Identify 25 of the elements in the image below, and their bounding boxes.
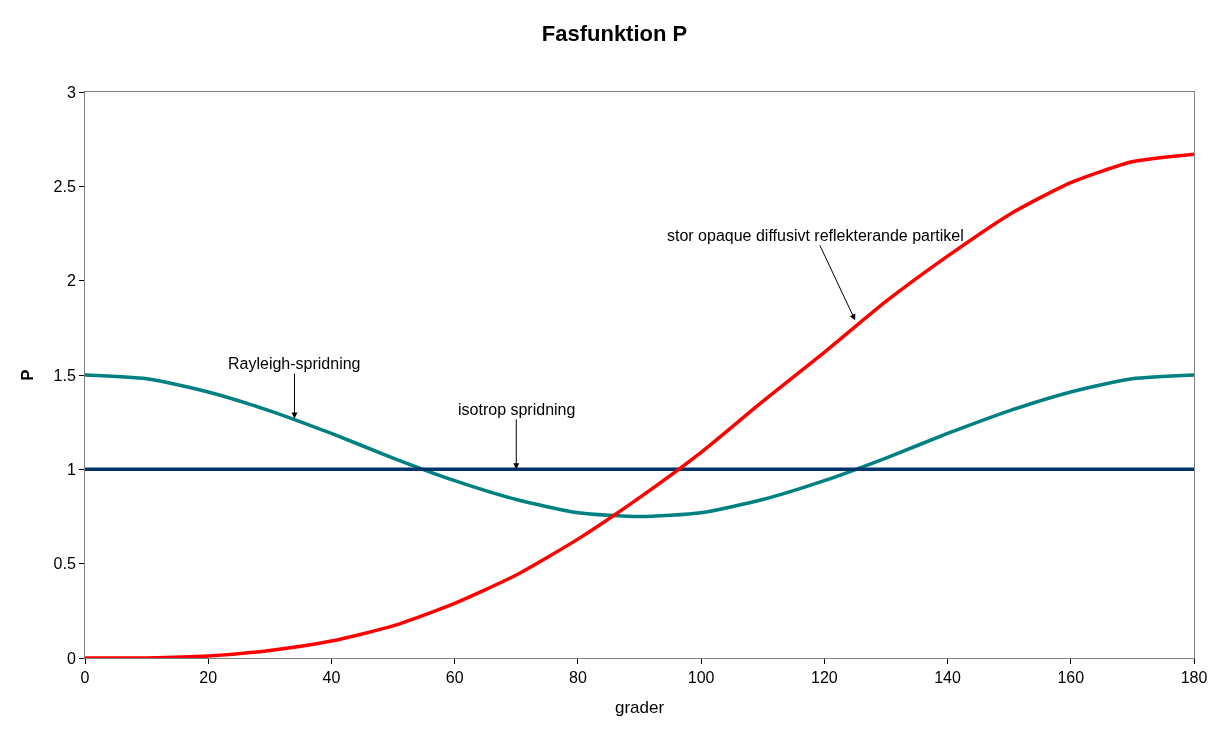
y-tick-label: 3	[66, 83, 76, 101]
chart-title: Fasfunktion P	[541, 21, 688, 47]
line-series	[85, 152, 1194, 658]
x-tick-label: 140	[934, 669, 962, 687]
y-tick-label: 0.5	[53, 555, 76, 573]
x-tick-label: 180	[1180, 669, 1208, 687]
y-axis-title: P	[18, 369, 38, 381]
y-tick-label: 2	[66, 272, 76, 290]
x-tick-label: 60	[445, 669, 464, 687]
y-tick-label: 2.5	[53, 177, 76, 195]
x-tick-label: 0	[80, 669, 90, 687]
y-tick-label: 1.5	[53, 366, 76, 384]
x-tick-label: 80	[568, 669, 587, 687]
y-tick-label: 0	[66, 649, 76, 667]
annotation: Rayleigh-spridning	[228, 355, 361, 372]
annotation: isotrop spridning	[458, 401, 576, 418]
x-tick-label: 20	[199, 669, 218, 687]
x-tick-label: 40	[322, 669, 341, 687]
x-tick-label: 160	[1057, 669, 1085, 687]
x-axis-title: grader	[614, 697, 665, 717]
y-tick-label: 1	[66, 460, 76, 478]
annotation: stor opaque diffusivt reflekterande partikel	[667, 227, 964, 244]
x-tick-label: 120	[810, 669, 838, 687]
line-series	[85, 373, 1194, 519]
x-tick-label: 100	[687, 669, 715, 687]
